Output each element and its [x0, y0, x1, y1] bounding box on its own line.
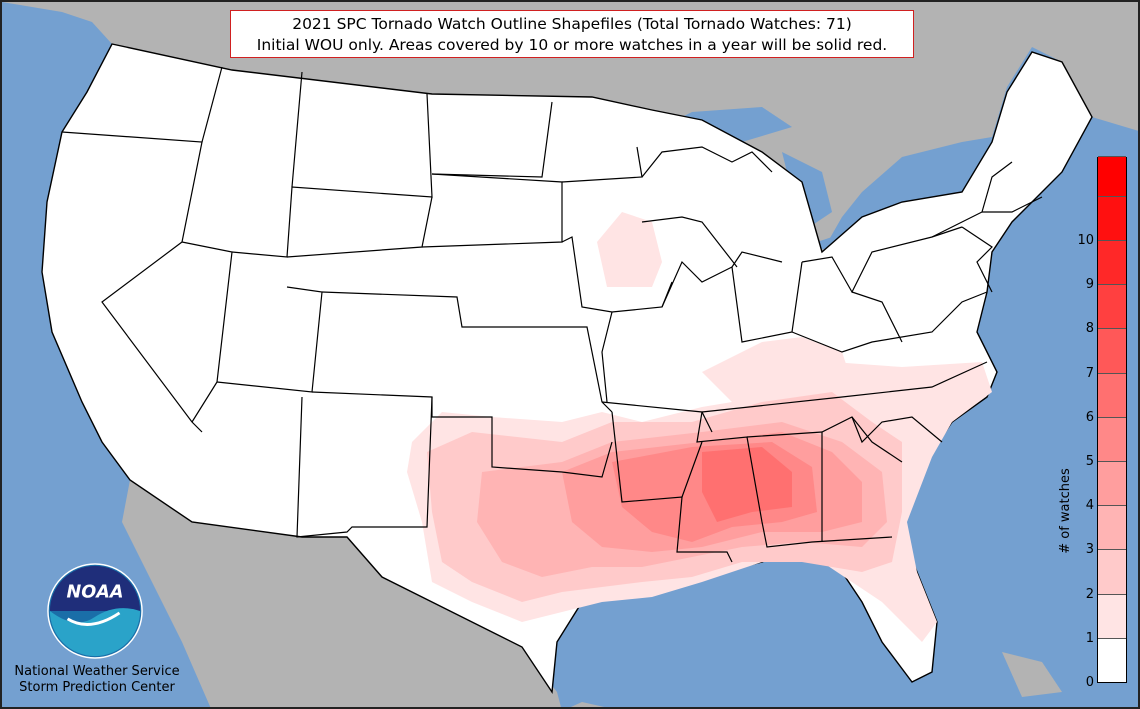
title-line-1: 2021 SPC Tornado Watch Outline Shapefile…: [292, 15, 852, 33]
legend-tick-label: 0: [1085, 675, 1094, 690]
legend-segment: [1098, 637, 1126, 682]
legend-tick-label: 3: [1085, 542, 1094, 558]
agency-credit: National Weather Service Storm Predictio…: [8, 664, 186, 696]
legend-segment: [1098, 328, 1126, 373]
noaa-logo-icon: NOAA: [47, 563, 143, 659]
watch-shading: [407, 212, 992, 642]
legend-segment: [1098, 284, 1126, 329]
legend-tick-label: 4: [1085, 498, 1094, 514]
legend-tick-label: 9: [1085, 277, 1094, 293]
legend-segment: [1098, 593, 1126, 638]
legend-segment: [1098, 372, 1126, 417]
legend-tick-label: 8: [1085, 321, 1094, 337]
legend-title: # of watches: [1058, 468, 1073, 554]
agency-line-1: National Weather Service: [14, 664, 180, 679]
legend-tick-label: 10: [1077, 232, 1094, 248]
shade-level-1-ky: [702, 337, 852, 402]
legend-segment: [1098, 240, 1126, 285]
legend-colorbar: [1097, 156, 1127, 683]
mexico-east: [570, 702, 605, 707]
agency-line-2: Storm Prediction Center: [19, 680, 175, 695]
lake-huron: [782, 152, 832, 232]
legend-tick-label: 2: [1085, 586, 1094, 602]
legend-segment: [1098, 461, 1126, 506]
state-borders: [61, 66, 1043, 563]
canada-land: [2, 2, 1138, 252]
legend-segment: [1098, 505, 1126, 550]
legend-tick-label: 7: [1085, 365, 1094, 381]
noaa-logo-text: NOAA: [66, 582, 123, 602]
legend-segment: [1098, 195, 1126, 240]
legend-tick-label: 5: [1085, 453, 1094, 469]
shade-level-6: [702, 447, 792, 522]
map-title: 2021 SPC Tornado Watch Outline Shapefile…: [230, 10, 914, 58]
legend-segment: [1098, 416, 1126, 461]
mexico-land: [122, 480, 561, 707]
legend-tick-label: 1: [1085, 630, 1094, 646]
legend-segment: [1098, 549, 1126, 594]
legend-tick-label: 6: [1085, 409, 1094, 425]
legend-segment: [1098, 156, 1126, 196]
cuba-land: [1002, 652, 1062, 697]
title-line-2: Initial WOU only. Areas covered by 10 or…: [256, 36, 888, 54]
shade-level-1-ia: [597, 212, 662, 287]
